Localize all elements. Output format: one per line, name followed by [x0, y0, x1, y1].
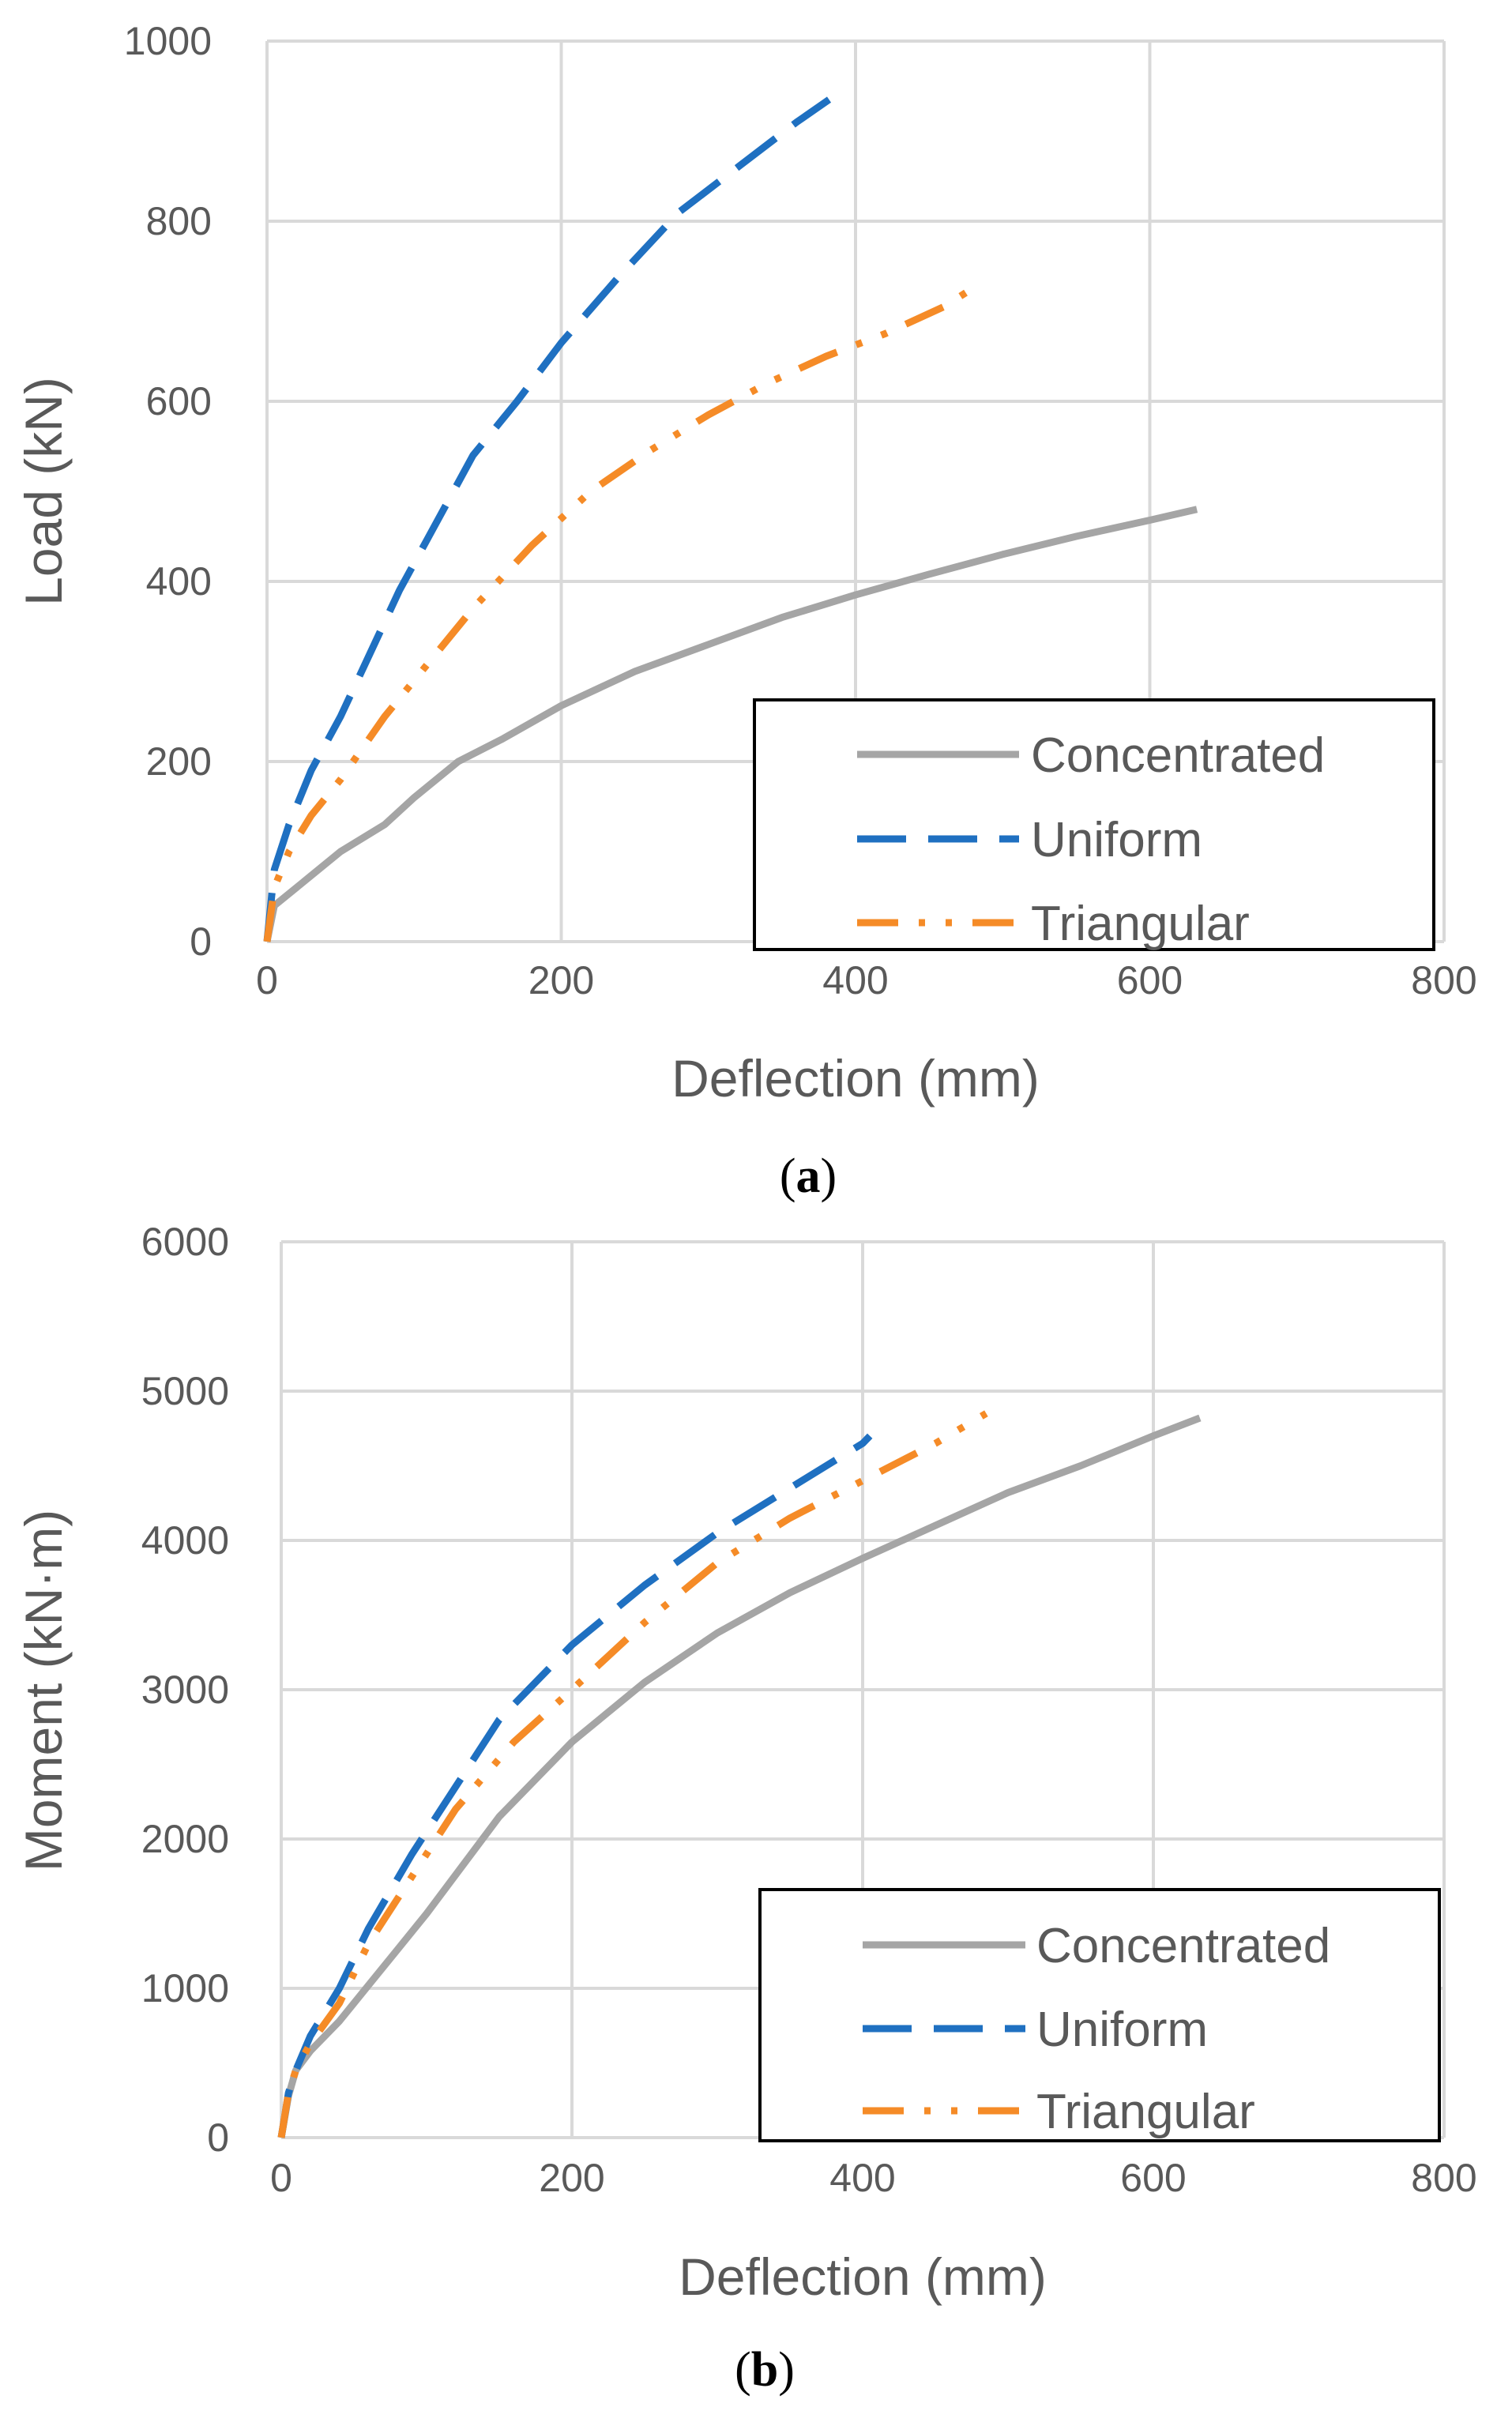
y-tick-labels: 0 1000 2000 3000 4000 5000 6000	[141, 1220, 229, 2160]
y-tick-label: 600	[146, 379, 212, 423]
x-tick-label: 800	[1411, 958, 1476, 1002]
y-tick-label: 0	[207, 2115, 229, 2160]
y-tick-labels: 0 200 400 600 800 1000	[124, 19, 212, 964]
series-line-triangular	[263, 283, 979, 942]
panel-caption: (b)	[735, 2343, 795, 2397]
caption-letter: b	[751, 2343, 778, 2397]
caption-open: (	[780, 1149, 796, 1203]
x-tick-labels: 0 200 400 600 800	[270, 2156, 1477, 2200]
legend: Concentrated Uniform Triangular	[753, 698, 1435, 951]
y-tick-label: 1000	[124, 19, 212, 63]
x-tick-label: 600	[1120, 2156, 1186, 2200]
x-tick-label: 0	[270, 2156, 292, 2200]
panel-caption: (a)	[780, 1149, 837, 1203]
x-axis-title: Deflection (mm)	[679, 2247, 1047, 2306]
x-tick-label: 0	[256, 958, 278, 1002]
caption-close: )	[821, 1149, 837, 1203]
x-tick-label: 800	[1411, 2156, 1476, 2200]
legend-label-triangular: Triangular	[1031, 897, 1250, 951]
y-tick-label: 0	[190, 920, 212, 964]
y-tick-label: 800	[146, 199, 212, 243]
y-axis-title: Moment (kN·m)	[14, 1510, 73, 1871]
legend-box	[758, 1888, 1441, 2142]
legend-label-uniform: Uniform	[1031, 813, 1202, 867]
y-tick-label: 2000	[141, 1817, 229, 1861]
x-tick-label: 600	[1117, 958, 1183, 1002]
series-layer	[277, 1410, 1202, 2138]
series-layer	[263, 96, 1198, 942]
x-tick-label: 400	[822, 958, 888, 1002]
caption-close: )	[778, 2343, 795, 2397]
x-tick-label: 200	[539, 2156, 604, 2200]
x-axis-title: Deflection (mm)	[671, 1049, 1040, 1108]
x-tick-labels: 0 200 400 600 800	[256, 958, 1477, 1002]
y-tick-label: 1000	[141, 1966, 229, 2010]
legend-label-concentrated: Concentrated	[1036, 1919, 1330, 1973]
legend-label-uniform: Uniform	[1036, 2003, 1208, 2057]
y-tick-label: 5000	[141, 1369, 229, 1413]
y-tick-label: 400	[146, 559, 212, 604]
series-line-concentrated	[277, 1414, 1202, 2138]
y-tick-label: 6000	[141, 1220, 229, 1264]
legend-box	[753, 698, 1435, 951]
series-line-concentrated	[263, 506, 1198, 942]
y-axis-title: Load (kN)	[14, 377, 73, 606]
chart-panel-a: 0 200 400 600 800 1000 0 200 400 600 800 Load (kN…	[14, 19, 1477, 1203]
y-tick-label: 200	[146, 739, 212, 784]
y-tick-label: 4000	[141, 1518, 229, 1563]
legend-label-concentrated: Concentrated	[1031, 728, 1325, 783]
caption-open: (	[735, 2343, 751, 2397]
caption-letter: a	[796, 1149, 821, 1203]
legend-label-triangular: Triangular	[1036, 2085, 1255, 2139]
legend: Concentrated Uniform Triangular	[758, 1888, 1441, 2142]
x-tick-label: 200	[528, 958, 594, 1002]
series-line-uniform	[263, 96, 832, 942]
x-tick-label: 400	[829, 2156, 895, 2200]
series-line-uniform	[277, 1433, 873, 2138]
y-tick-label: 3000	[141, 1668, 229, 1712]
